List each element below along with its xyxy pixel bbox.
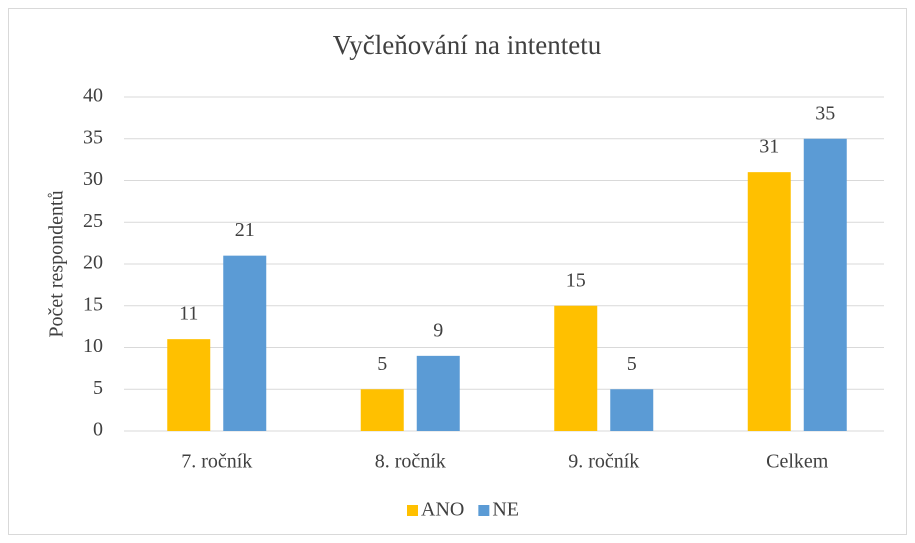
y-tick-label: 5 (93, 377, 103, 399)
y-tick-label: 15 (83, 293, 103, 315)
bar (747, 172, 791, 431)
bar (610, 389, 654, 431)
y-tick-label: 35 (83, 126, 103, 148)
legend-label: ANO (421, 499, 464, 521)
bar (803, 138, 847, 431)
legend-label: NE (492, 499, 519, 521)
y-axis-label: Počet respondentů (46, 190, 68, 337)
bar (554, 305, 598, 431)
x-tick-label: 7. ročník (181, 451, 252, 473)
data-label: 15 (566, 269, 586, 291)
x-tick-label: 8. ročník (375, 451, 446, 473)
legend-swatch (478, 505, 490, 516)
y-tick-label: 10 (83, 335, 103, 357)
data-label: 5 (377, 353, 387, 375)
data-label: 21 (235, 219, 255, 241)
y-tick-label: 25 (83, 210, 103, 232)
chart-title: Vyčleňování na intentetu (333, 30, 602, 60)
bar (360, 389, 404, 431)
y-tick-label: 30 (83, 168, 103, 190)
data-label: 31 (759, 136, 779, 158)
data-label: 5 (627, 353, 637, 375)
data-label: 11 (179, 303, 198, 325)
bar (416, 355, 460, 431)
data-label: 35 (815, 102, 835, 124)
x-tick-label: Celkem (766, 451, 829, 473)
bar (223, 255, 267, 431)
bar (167, 339, 211, 431)
x-tick-label: 9. ročník (568, 451, 639, 473)
legend-swatch (407, 505, 418, 516)
y-tick-label: 20 (83, 252, 103, 274)
y-tick-label: 0 (93, 419, 103, 441)
data-label: 9 (433, 319, 443, 341)
y-tick-label: 40 (83, 85, 103, 107)
